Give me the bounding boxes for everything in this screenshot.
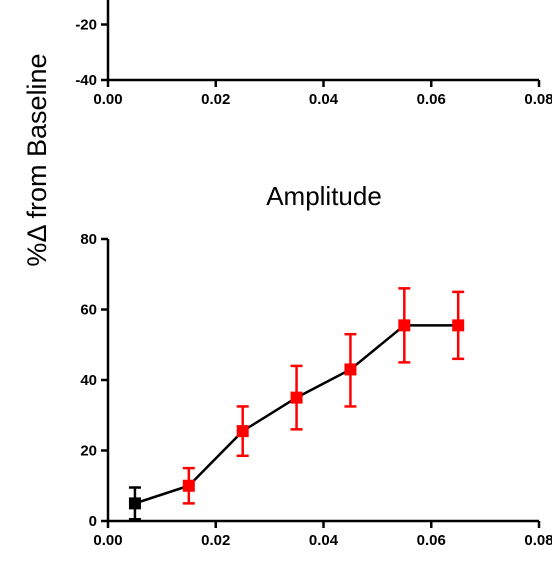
top-panel: 0.00 0.02 0.04 0.06 0.08 -40 -20	[75, 0, 552, 108]
x-tick-label: 0.02	[201, 91, 230, 108]
y-tick-label: 40	[80, 372, 97, 389]
y-tick-label: -40	[75, 72, 97, 89]
y-tick-label: -20	[75, 17, 97, 34]
data-point	[344, 363, 357, 376]
y-tick-label: 80	[80, 231, 97, 248]
x-tick-label: 0.06	[417, 532, 446, 549]
data-point	[128, 497, 141, 510]
y-tick-label: 20	[80, 443, 97, 460]
x-tick-label: 0.06	[417, 91, 446, 108]
data-point	[290, 391, 303, 404]
x-tick-label: 0.02	[201, 532, 230, 549]
x-tick-label: 0.00	[93, 532, 122, 549]
x-tick-label: 0.08	[524, 532, 552, 549]
data-point	[452, 319, 465, 332]
x-tick-label: 0.00	[93, 91, 122, 108]
y-tick-label: 60	[80, 302, 97, 319]
data-point	[398, 319, 411, 332]
data-point	[182, 479, 195, 492]
y-tick-label: 0	[89, 513, 97, 530]
x-tick-label: 0.04	[309, 91, 339, 108]
x-tick-label: 0.08	[524, 91, 552, 108]
amplitude-title: Amplitude	[266, 181, 382, 211]
x-tick-label: 0.04	[309, 532, 339, 549]
y-axis-label: %Δ from Baseline	[22, 53, 52, 266]
data-point	[236, 425, 249, 438]
amplitude-panel: Amplitude 0.00 0.02 0.04 0.06 0.08 0 20 40 60 80	[80, 181, 552, 549]
